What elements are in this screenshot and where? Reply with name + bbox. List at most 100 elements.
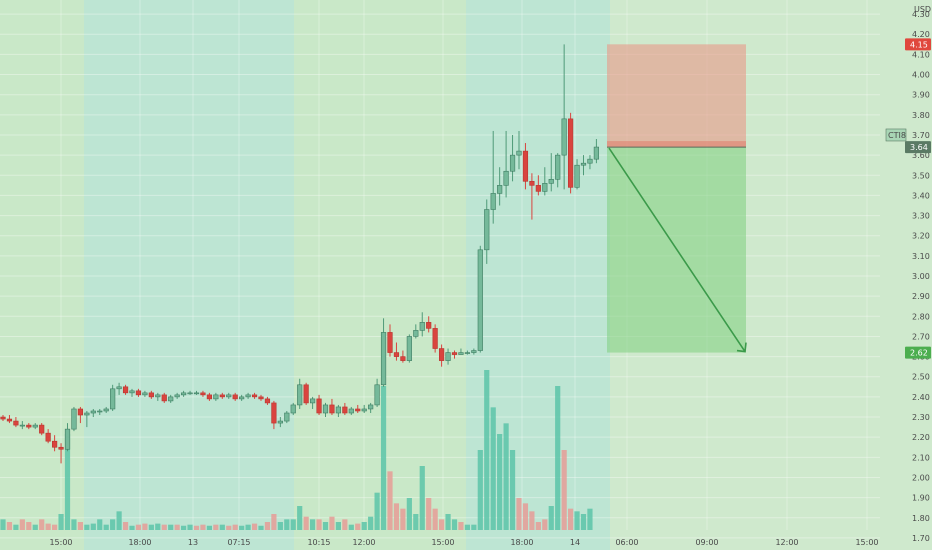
volume-bar [284,519,290,530]
candle-body [161,394,167,402]
candle-body [509,154,516,172]
time-tick-label: 18:00 [510,538,533,547]
volume-bar [129,525,135,530]
volume-bar [342,519,348,530]
price-tick-label: 2.40 [912,393,930,402]
candle-body [77,408,83,416]
time-tick-label: 15:00 [431,538,454,547]
last-price-tag [905,141,931,154]
price-tick-label: 1.70 [912,534,930,543]
volume-bar [90,523,96,530]
time-tick-label: 06:00 [615,538,638,547]
candle-body [39,424,45,434]
volume-bar [419,466,425,530]
time-axis: 15:00 18:00 13 07:15 10:15 12:00 15:00 18:00 14 0… [49,538,878,547]
candle-body [264,398,271,404]
stop-loss-zone[interactable] [607,44,746,148]
price-tick-label: 3.50 [912,171,930,180]
volume-bars [0,370,593,530]
candle-body [348,408,354,414]
volume-bar [142,523,148,530]
volume-bar [193,525,200,530]
volume-bar [329,516,335,530]
candle-body [516,150,522,156]
symbol-tag[interactable] [885,128,907,142]
candle-body [342,406,348,414]
volume-bar [52,524,58,530]
candle-body [535,185,541,192]
volume-bar [374,492,380,530]
price-tick-label: 3.40 [912,191,930,200]
volume-bar [484,370,490,530]
volume-bar [200,524,206,530]
volume-bar [32,524,38,530]
price-axis: 1.701.801.902.002.102.202.302.402.502.60… [880,0,932,550]
price-tick-label: 2.90 [912,292,930,301]
price-tick-label: 2.70 [912,332,930,341]
volume-bar [110,519,116,530]
candle-body [181,392,187,396]
time-tick-label: 13 [188,538,198,547]
volume-bar [561,450,567,530]
candle-body [497,185,503,194]
candle-body [84,412,90,416]
volume-bar [258,525,264,530]
volume-bar [271,514,277,530]
volume-bar [213,524,219,530]
volume-bar [568,508,574,530]
candle-body [587,158,593,164]
volume-bar [387,471,393,530]
volume-bar [413,514,419,530]
candle-body [309,398,316,404]
volume-bar [26,522,32,530]
volume-bar [426,498,432,530]
volume-bar [400,508,406,530]
candle-body [0,416,6,420]
volume-bar [355,523,361,530]
volume-bar [232,524,238,530]
volume-bar [393,503,400,530]
candle-body [206,394,213,400]
volume-bar [219,524,225,530]
time-tick-label: 18:00 [128,538,151,547]
candle-body [135,390,142,396]
price-tick-label: 3.70 [912,131,930,140]
candle-body [393,352,400,357]
volume-bar [19,519,25,530]
price-tick-label: 4.10 [912,50,930,59]
price-tick-label: 2.10 [912,453,930,462]
volume-bar [161,524,167,530]
volume-bar [277,522,283,530]
volume-bar [529,511,535,530]
candle-body [529,181,535,186]
candle-body [400,356,406,361]
volume-bar [116,511,122,530]
price-axis-bg [880,0,932,550]
candle-body [271,402,277,424]
stop-loss-zone-edge [607,141,746,148]
candle-body [522,150,529,182]
candle-body [548,179,554,184]
candle-body [187,392,193,395]
candle-body [71,408,77,430]
candle-body [64,428,71,450]
volume-bar [348,524,354,530]
last-price-tag-text: 3.64 [910,143,928,152]
candle-body [361,408,367,412]
volume-bar [548,506,554,530]
candle-body [97,410,103,413]
session-backgrounds [84,0,610,550]
candle-body [413,330,419,337]
volume-bar [6,522,13,530]
volume-bar [439,519,445,530]
short-position-tool[interactable] [607,44,747,353]
candle-body [580,162,587,166]
volume-bar [516,498,522,530]
candle-body [426,322,432,329]
price-tick-label: 2.00 [912,473,930,482]
candle-body [51,440,58,448]
candle-body [6,418,13,422]
volume-bar [64,434,71,530]
candle-body [232,394,238,400]
